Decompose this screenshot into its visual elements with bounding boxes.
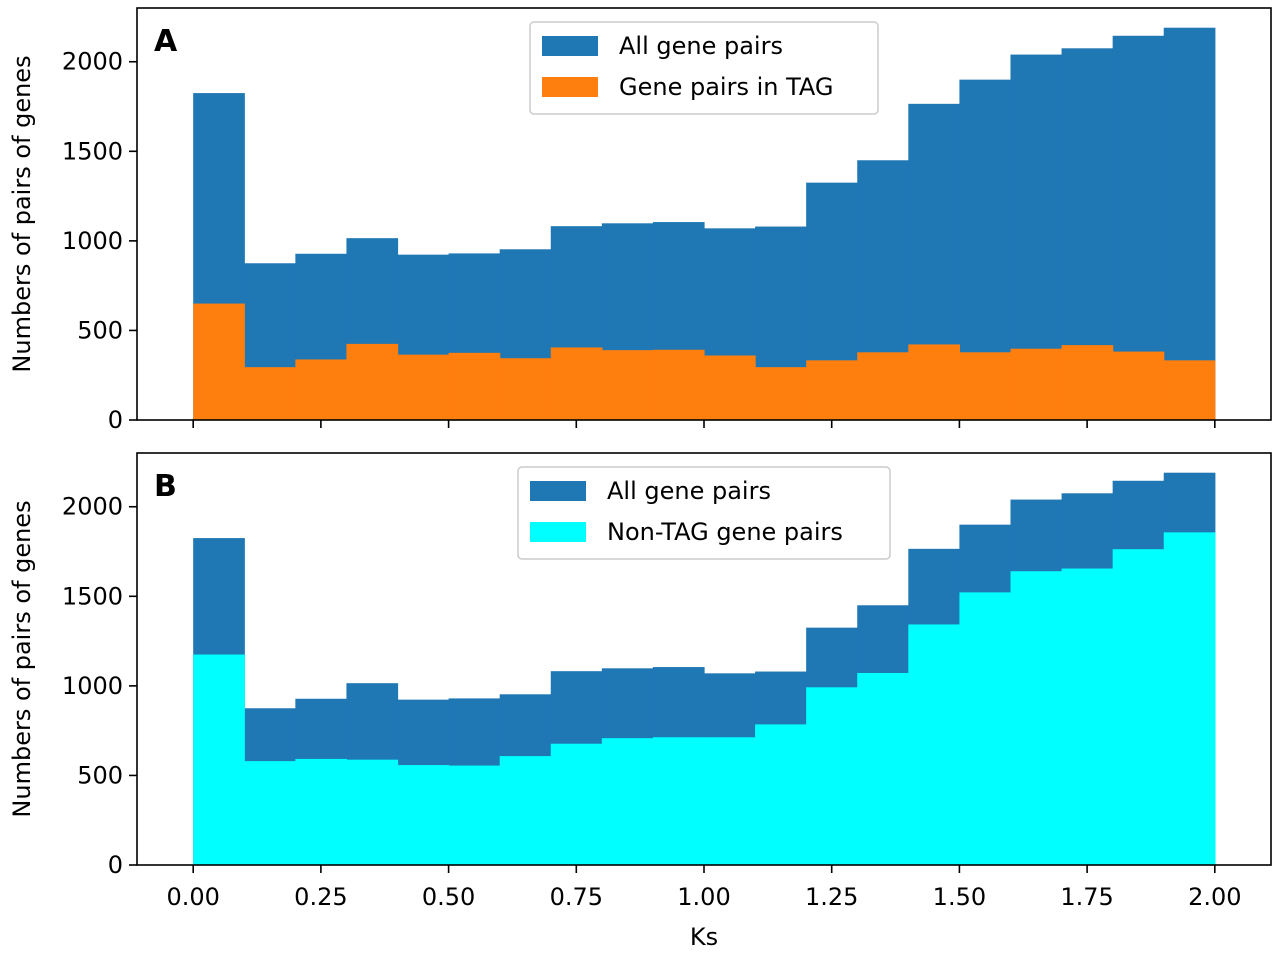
bar [295, 758, 348, 865]
x-tick-label: 0.25 [294, 883, 347, 911]
bar [397, 765, 450, 865]
bar [193, 303, 245, 420]
x-tick-label: 1.00 [677, 883, 730, 911]
bar [1061, 345, 1114, 420]
axes-frame [136, 452, 1272, 866]
bar [1061, 568, 1114, 865]
series-2-bars [193, 532, 1216, 865]
bar [499, 358, 552, 420]
bar [499, 756, 552, 865]
y-tick-label: 2000 [62, 48, 123, 76]
bar [550, 743, 603, 865]
panel-label: B [154, 469, 177, 504]
legend: All gene pairs Non-TAG gene pairs [517, 466, 891, 560]
x-tick-label: 1.75 [1060, 883, 1113, 911]
bar [244, 367, 296, 420]
bar [652, 349, 705, 420]
x-tick-label: 1.50 [933, 883, 986, 911]
y-axis-label: Numbers of pairs of genes [8, 55, 36, 372]
panel-a: 0 500 1000 1500 2000 Numbers of pairs of gene… [8, 7, 1272, 434]
series-2-bars [193, 303, 1216, 420]
bar [857, 672, 909, 865]
panel-b: 0 500 1000 1500 2000 0.00 0.25 0.50 0.75 1.00 1.25… [8, 452, 1272, 951]
x-tick-label: 1.25 [805, 883, 858, 911]
legend-swatch [542, 36, 598, 56]
y-tick-label: 0 [108, 851, 123, 879]
bar [755, 724, 807, 865]
y-tick-label: 500 [77, 761, 123, 789]
bar [959, 592, 1012, 865]
bar [806, 360, 858, 420]
legend-frame [529, 21, 879, 115]
bar [601, 350, 654, 420]
legend: All gene pairs Gene pairs in TAG [529, 21, 879, 115]
y-tick-label: 1000 [62, 672, 123, 700]
y-tick-label: 500 [77, 316, 123, 344]
legend-swatch [530, 481, 586, 501]
bar [908, 344, 960, 420]
bar [908, 624, 960, 865]
x-tick-label: 0.50 [422, 883, 475, 911]
x-tick-label: 0.00 [166, 883, 219, 911]
bar [806, 687, 858, 865]
y-tick-label: 1000 [62, 227, 123, 255]
legend-entry-label: All gene pairs [607, 477, 771, 505]
legend-entry-label: Non-TAG gene pairs [607, 518, 843, 546]
panel-label: A [154, 24, 178, 59]
bar [346, 759, 399, 865]
bar [448, 352, 501, 420]
bar [397, 354, 450, 420]
bar [1163, 27, 1216, 420]
y-tick-label: 1500 [62, 582, 123, 610]
axes-frame [136, 7, 1272, 421]
bar [601, 738, 654, 865]
bar [857, 352, 909, 420]
bar [755, 367, 807, 420]
bar [1112, 351, 1165, 420]
bar [1163, 360, 1216, 420]
y-tick-label: 2000 [62, 493, 123, 521]
bar [959, 352, 1012, 420]
legend-entry-label: Gene pairs in TAG [619, 73, 833, 101]
y-tick-label: 1500 [62, 137, 123, 165]
bar [1010, 571, 1063, 865]
bar [295, 359, 348, 420]
legend-swatch [542, 77, 598, 97]
y-tick-label: 0 [108, 406, 123, 434]
legend-swatch [530, 522, 586, 542]
bar [1163, 532, 1216, 865]
bar [193, 654, 245, 865]
bar [244, 761, 296, 865]
x-tick-label: 2.00 [1188, 883, 1241, 911]
x-tick-label: 0.75 [550, 883, 603, 911]
legend-entry-label: All gene pairs [619, 32, 783, 60]
bar [1010, 348, 1063, 420]
bar [346, 343, 399, 420]
bar [1112, 549, 1165, 865]
x-axis-label: Ks [690, 923, 718, 951]
bar [652, 737, 705, 865]
legend-frame [517, 466, 891, 560]
bar [448, 765, 501, 865]
bar [704, 355, 756, 420]
bar [550, 347, 603, 420]
y-axis-label: Numbers of pairs of genes [8, 500, 36, 817]
bar [704, 737, 756, 865]
